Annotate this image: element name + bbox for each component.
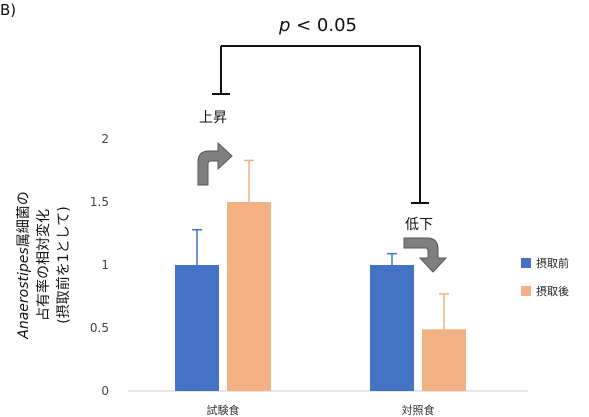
panel-label: B) bbox=[0, 1, 16, 19]
error-bars bbox=[192, 159, 449, 330]
y-axis-label-line3: (摂取前を1として) bbox=[55, 206, 72, 323]
increase-arrow-icon bbox=[197, 141, 233, 186]
legend-swatch bbox=[521, 258, 531, 268]
y-tick-label: 1.5 bbox=[90, 195, 109, 209]
increase-label: 上昇 bbox=[199, 110, 227, 126]
category-labels: 試験食 対照食 bbox=[207, 403, 435, 417]
significance-label: p < 0.05 bbox=[278, 15, 357, 36]
significance-p: p bbox=[278, 15, 290, 36]
y-tick-label: 0.5 bbox=[90, 321, 109, 335]
y-axis-label-line1: Anaerostipes属細菌の bbox=[16, 191, 32, 339]
bars bbox=[175, 202, 466, 391]
category-label: 対照食 bbox=[402, 403, 435, 417]
y-tick-label: 0 bbox=[101, 384, 109, 398]
significance-bracket bbox=[212, 45, 429, 204]
legend-label: 摂取前 bbox=[536, 256, 569, 270]
significance-threshold: < 0.05 bbox=[290, 15, 357, 36]
y-tick-label: 1 bbox=[101, 258, 109, 272]
bar-after bbox=[422, 329, 466, 391]
y-axis-label-line2: 占有率の相対変化 bbox=[35, 209, 52, 321]
bar-after bbox=[227, 202, 271, 391]
legend-label: 摂取後 bbox=[536, 284, 569, 298]
y-axis-label-suffix: 属細菌の bbox=[16, 191, 32, 247]
y-tick-label: 2 bbox=[101, 132, 109, 146]
y-axis-label-italic: Anaerostipes bbox=[16, 247, 32, 339]
bar-before bbox=[175, 265, 219, 391]
decrease-label: 低下 bbox=[405, 217, 433, 233]
bar-before bbox=[370, 265, 414, 391]
y-tick-labels: 0 0.5 1 1.5 2 bbox=[90, 132, 109, 398]
category-label: 試験食 bbox=[207, 403, 240, 417]
decrease-arrow-icon bbox=[403, 237, 448, 273]
legend-swatch bbox=[521, 286, 531, 296]
